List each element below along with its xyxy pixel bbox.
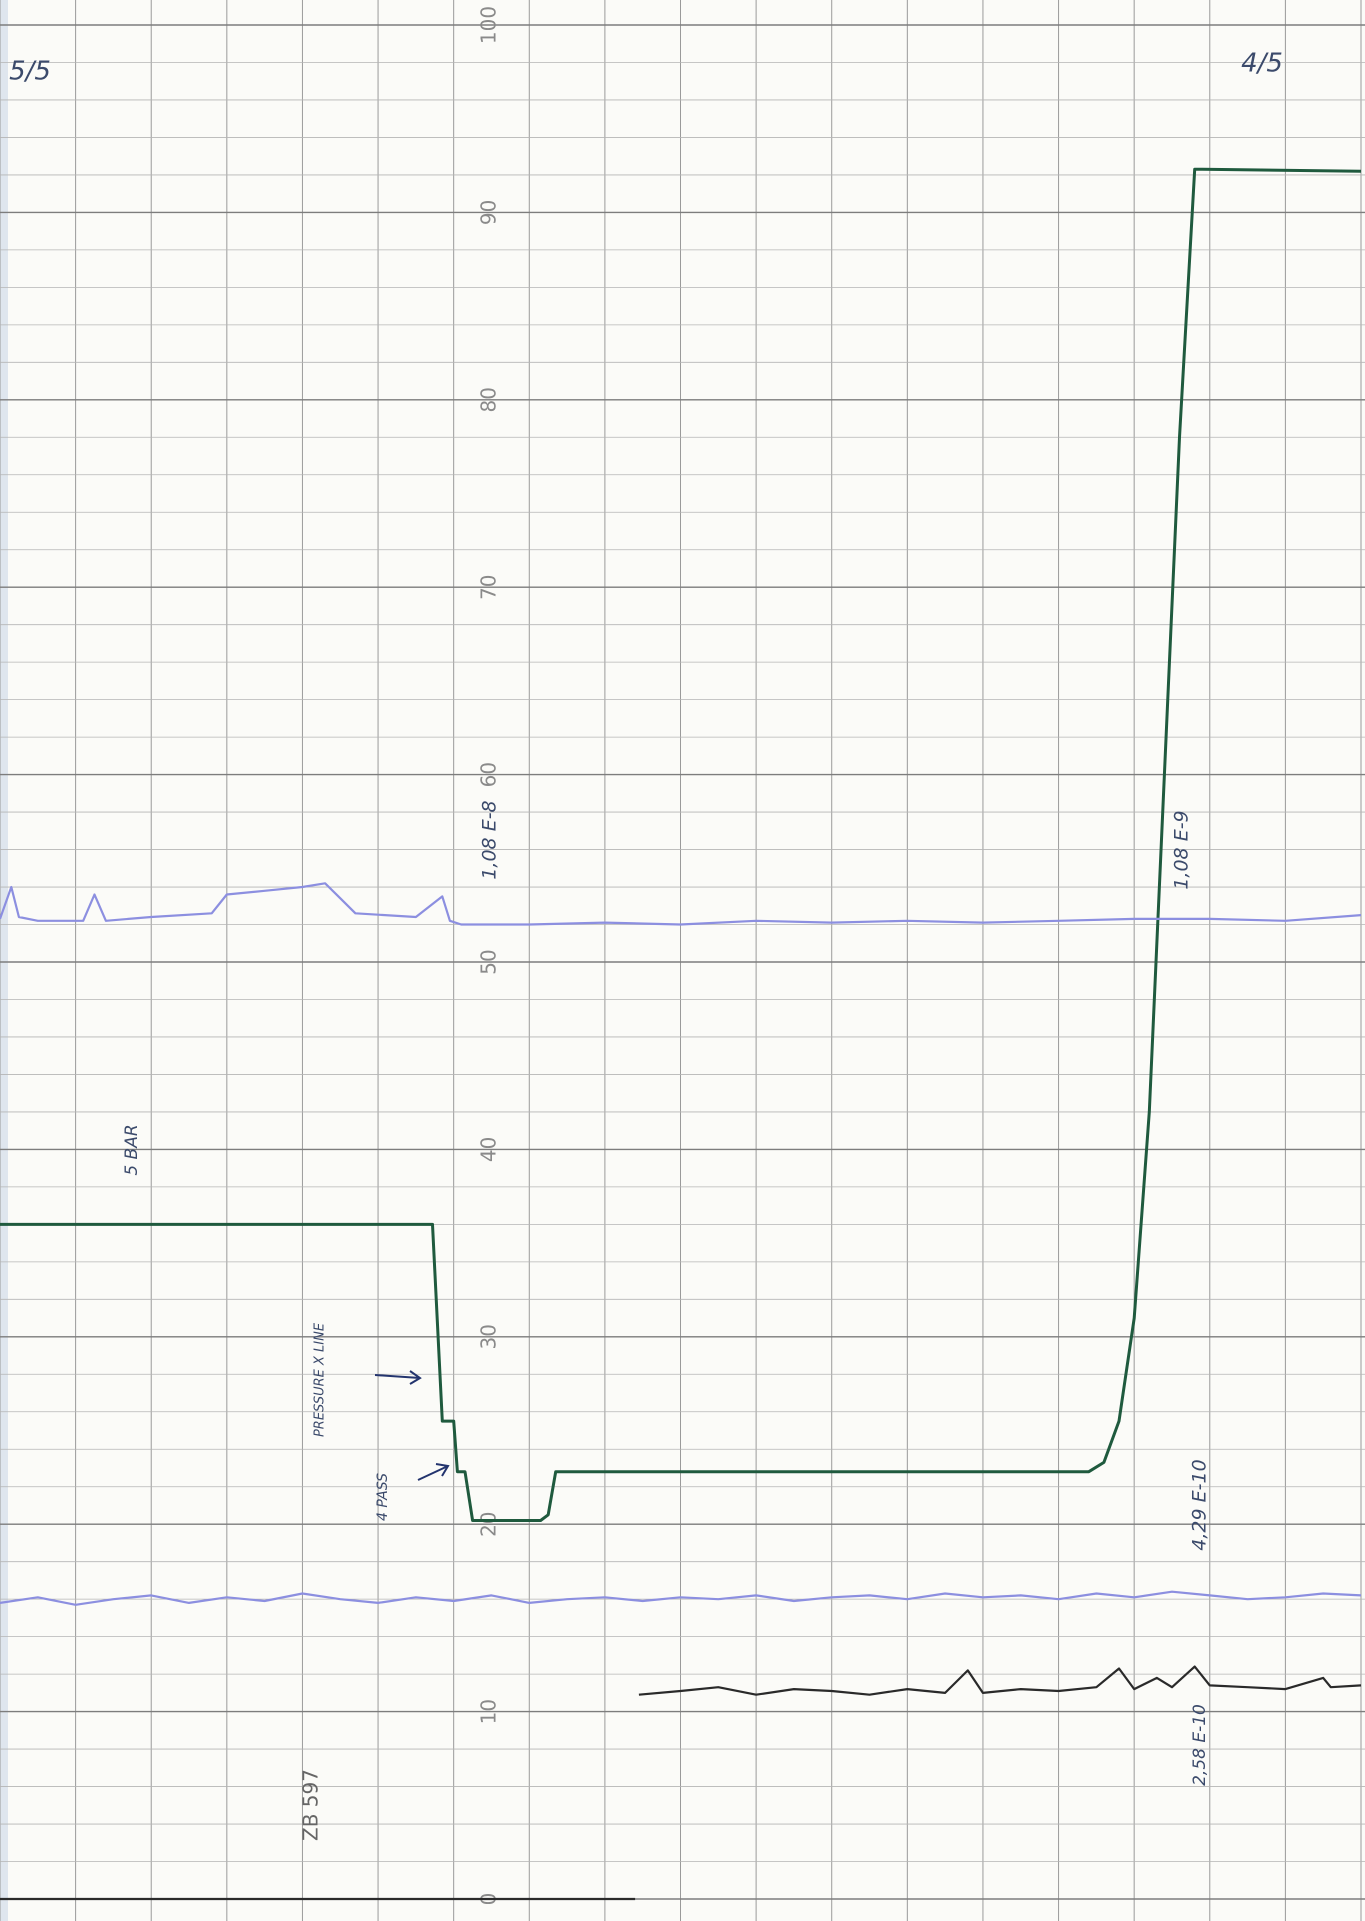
annotation: 5 BAR bbox=[122, 1124, 142, 1175]
annotation: 1,08 E-8 bbox=[479, 800, 501, 879]
annotation: 4 PASS bbox=[375, 1473, 391, 1521]
y-tick-label: 20 bbox=[477, 1511, 501, 1536]
annotation: 2,58 E-10 bbox=[1190, 1704, 1210, 1786]
paper-edge bbox=[0, 0, 8, 1921]
y-tick-label: 50 bbox=[477, 949, 501, 974]
y-tick-label: 100 bbox=[477, 6, 501, 44]
annotation: 4/5 bbox=[1241, 49, 1283, 79]
y-tick-label: 10 bbox=[477, 1699, 501, 1724]
paper bbox=[0, 0, 1365, 1921]
y-tick-label: 60 bbox=[477, 762, 501, 787]
y-tick-label: 80 bbox=[477, 387, 501, 412]
annotation: 5/5 bbox=[9, 57, 51, 87]
y-tick-label: 90 bbox=[477, 200, 501, 225]
y-tick-label: 70 bbox=[477, 574, 501, 599]
annotation: ZB 597 bbox=[299, 1769, 323, 1841]
y-tick-label: 30 bbox=[477, 1324, 501, 1349]
annotation: 4,29 E-10 bbox=[1189, 1459, 1211, 1550]
annotation: PRESSURE X LINE bbox=[313, 1322, 328, 1437]
annotation: 1,08 E-9 bbox=[1171, 810, 1193, 889]
y-tick-label: 40 bbox=[477, 1137, 501, 1162]
chart: 0102030405060708090100 5/54/55 BAR1,08 E… bbox=[0, 0, 1365, 1921]
